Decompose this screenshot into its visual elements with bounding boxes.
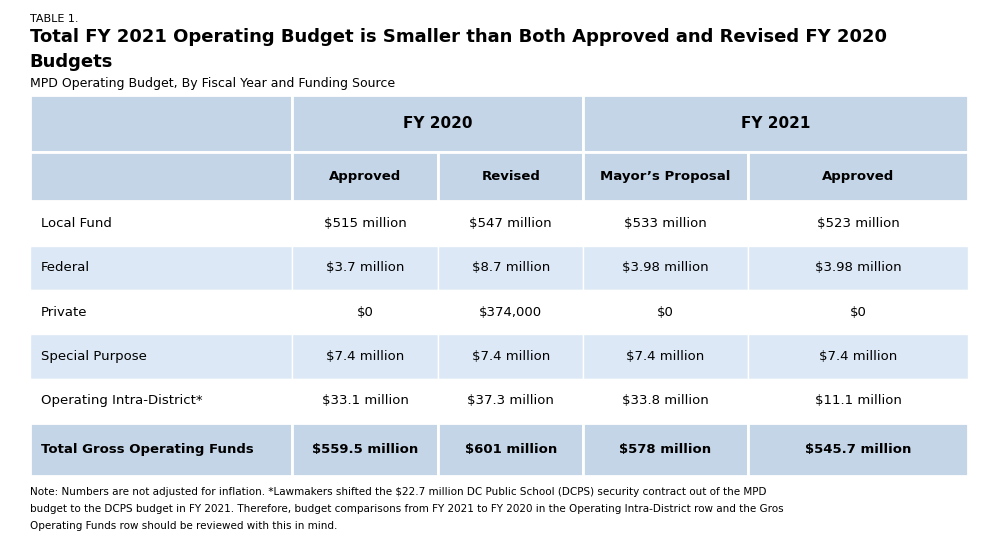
Bar <box>438 334 583 379</box>
Text: Approved: Approved <box>329 170 401 183</box>
Text: $559.5 million: $559.5 million <box>312 443 419 456</box>
Bar <box>30 95 292 153</box>
Bar <box>292 423 438 476</box>
Text: $374,000: $374,000 <box>479 306 543 319</box>
Text: Approved: Approved <box>822 170 894 183</box>
Bar <box>438 423 583 476</box>
Bar <box>438 201 583 246</box>
Text: Note: Numbers are not adjusted for inflation. *Lawmakers shifted the $22.7 milli: Note: Numbers are not adjusted for infla… <box>30 487 766 497</box>
Bar <box>747 334 968 379</box>
Text: Private: Private <box>41 306 87 319</box>
Bar <box>30 423 292 476</box>
Bar <box>583 290 747 334</box>
Text: Special Purpose: Special Purpose <box>41 350 147 363</box>
Text: MPD Operating Budget, By Fiscal Year and Funding Source: MPD Operating Budget, By Fiscal Year and… <box>30 77 395 90</box>
Text: $523 million: $523 million <box>817 217 899 230</box>
Bar <box>747 201 968 246</box>
Text: $3.98 million: $3.98 million <box>815 261 901 274</box>
Bar <box>747 153 968 201</box>
Bar <box>30 246 292 290</box>
Text: Revised: Revised <box>481 170 541 183</box>
Text: Total FY 2021 Operating Budget is Smaller than Both Approved and Revised FY 2020: Total FY 2021 Operating Budget is Smalle… <box>30 28 887 46</box>
Bar <box>292 246 438 290</box>
Bar <box>747 379 968 423</box>
Text: $601 million: $601 million <box>464 443 556 456</box>
Text: Federal: Federal <box>41 261 90 274</box>
Text: $0: $0 <box>657 306 674 319</box>
Bar <box>583 153 747 201</box>
Text: $547 million: $547 million <box>469 217 552 230</box>
Text: $533 million: $533 million <box>624 217 707 230</box>
Bar <box>583 423 747 476</box>
Bar <box>747 246 968 290</box>
Text: $7.4 million: $7.4 million <box>627 350 705 363</box>
Bar <box>30 379 292 423</box>
Text: $3.98 million: $3.98 million <box>623 261 709 274</box>
Text: Total Gross Operating Funds: Total Gross Operating Funds <box>41 443 253 456</box>
Text: Operating Intra-District*: Operating Intra-District* <box>41 394 203 407</box>
Bar <box>292 334 438 379</box>
Bar <box>583 379 747 423</box>
Bar <box>30 334 292 379</box>
Text: $7.4 million: $7.4 million <box>471 350 549 363</box>
Text: $33.1 million: $33.1 million <box>322 394 409 407</box>
Text: FY 2021: FY 2021 <box>742 116 811 131</box>
Text: FY 2020: FY 2020 <box>403 116 472 131</box>
Bar <box>583 246 747 290</box>
Bar <box>438 246 583 290</box>
Bar <box>583 334 747 379</box>
Bar <box>292 379 438 423</box>
Text: Operating Funds row should be reviewed with this in mind.: Operating Funds row should be reviewed w… <box>30 521 337 531</box>
Text: $37.3 million: $37.3 million <box>467 394 554 407</box>
Text: $7.4 million: $7.4 million <box>819 350 897 363</box>
Bar <box>292 201 438 246</box>
Text: Mayor’s Proposal: Mayor’s Proposal <box>600 170 731 183</box>
Text: $8.7 million: $8.7 million <box>471 261 549 274</box>
Bar <box>30 290 292 334</box>
Bar <box>292 153 438 201</box>
Bar <box>747 423 968 476</box>
Text: $0: $0 <box>849 306 866 319</box>
Bar <box>292 290 438 334</box>
Bar <box>438 379 583 423</box>
Text: $0: $0 <box>356 306 373 319</box>
Text: Budgets: Budgets <box>30 53 113 71</box>
Bar <box>292 95 583 153</box>
Bar <box>583 95 968 153</box>
Text: $545.7 million: $545.7 million <box>805 443 911 456</box>
Text: budget to the DCPS budget in FY 2021. Therefore, budget comparisons from FY 2021: budget to the DCPS budget in FY 2021. Th… <box>30 504 783 514</box>
Bar <box>583 201 747 246</box>
Bar <box>438 290 583 334</box>
Text: $33.8 million: $33.8 million <box>622 394 709 407</box>
Text: $11.1 million: $11.1 million <box>815 394 901 407</box>
Bar <box>438 153 583 201</box>
Text: $7.4 million: $7.4 million <box>326 350 404 363</box>
Text: Local Fund: Local Fund <box>41 217 112 230</box>
Text: $578 million: $578 million <box>620 443 712 456</box>
Text: $515 million: $515 million <box>324 217 407 230</box>
Bar <box>747 290 968 334</box>
Text: TABLE 1.: TABLE 1. <box>30 14 78 24</box>
Bar <box>30 153 292 201</box>
Text: $3.7 million: $3.7 million <box>326 261 404 274</box>
Bar <box>30 201 292 246</box>
